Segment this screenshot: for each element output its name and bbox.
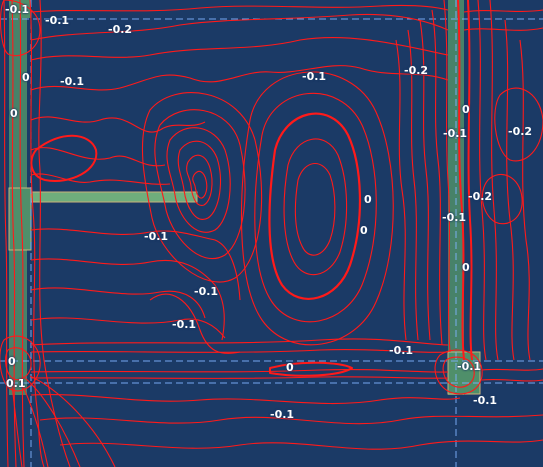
contour-loop [0, 0, 41, 57]
contour-line [3, 0, 9, 467]
contour-line [30, 317, 226, 339]
contour-loop [481, 174, 523, 225]
contour-line [38, 0, 71, 467]
contour-loop [254, 92, 377, 323]
contour-loop [442, 356, 475, 388]
contour-line [30, 228, 241, 301]
contour-label: 0 [286, 361, 294, 374]
contour-line [30, 338, 449, 346]
contour-label: -0.1 [443, 127, 468, 140]
contour-label: -0.1 [442, 211, 467, 224]
contour-line [481, 378, 543, 382]
contour-line [30, 368, 449, 373]
contour-line [519, 39, 531, 361]
contour-line [29, 375, 116, 467]
contour-label: 0 [8, 355, 16, 368]
contour-line [29, 0, 45, 467]
contour-label: 0 [462, 261, 470, 274]
left-support-block [8, 187, 32, 251]
contour-line [467, 0, 473, 361]
contour-line [419, 19, 431, 341]
cantilever-beam-member [26, 191, 198, 203]
contour-loop [241, 71, 394, 346]
contour-line [11, 384, 23, 467]
contour-loop [268, 112, 361, 300]
contour-label: -0.1 [144, 230, 169, 243]
contour-label: -0.1 [457, 360, 482, 373]
contour-line [407, 29, 419, 341]
contour-line [30, 287, 206, 319]
contour-label: 0 [364, 193, 372, 206]
contour-line [30, 147, 166, 167]
contour-line [431, 9, 443, 346]
contour-loop [494, 87, 543, 162]
contour-loop [30, 134, 98, 182]
contour-line [59, 439, 543, 450]
contour-loop [0, 335, 41, 392]
contour-loop [269, 361, 353, 377]
contour-line [19, 379, 49, 467]
contour-line [39, 414, 543, 425]
contour-line [481, 368, 543, 371]
contour-line [504, 19, 515, 361]
contour-loop [294, 163, 336, 256]
contour-loop [166, 127, 231, 233]
contour-line [443, 0, 451, 353]
contour-label: 0 [462, 103, 470, 116]
contour-label: -0.2 [404, 64, 429, 77]
contour-label: -0.1 [194, 285, 219, 298]
contour-line [463, 27, 543, 31]
contour-line [30, 116, 206, 133]
contour-label: -0.1 [172, 318, 197, 331]
contour-loop [192, 170, 208, 199]
contour-loop [283, 138, 348, 276]
contour-label: 0 [360, 224, 368, 237]
contour-line [30, 349, 449, 353]
contour-line [30, 173, 171, 185]
contour-label: -0.2 [468, 190, 493, 203]
contour-line [11, 0, 17, 467]
contour-line [30, 376, 449, 379]
contour-label: -0.1 [45, 14, 70, 27]
contour-loop [434, 349, 483, 395]
contour-label: -0.2 [508, 125, 533, 138]
contour-label: -0.1 [302, 70, 327, 83]
contour-line [30, 258, 225, 341]
contour-line [149, 293, 241, 354]
contour-label: 0 [10, 107, 18, 120]
contour-label: -0.1 [270, 408, 295, 421]
contour-line [30, 36, 449, 61]
contour-label: 0.1 [6, 377, 26, 390]
contour-loop [141, 92, 263, 283]
contour-line [477, 0, 487, 361]
contour-label: -0.1 [473, 394, 498, 407]
contour-line [30, 4, 449, 13]
contour-loop [186, 154, 213, 206]
contour-line [30, 394, 461, 405]
contour-label: -0.2 [108, 23, 133, 36]
contour-line [457, 0, 465, 361]
contour-line [489, 0, 499, 361]
contour-label: 0 [22, 71, 30, 84]
contour-line [30, 13, 449, 41]
contour-label: -0.1 [5, 3, 30, 16]
contour-line [395, 39, 407, 341]
contour-loop [5, 347, 32, 381]
contour-loop [177, 140, 221, 220]
contour-line [463, 9, 543, 13]
contour-label: -0.1 [389, 344, 414, 357]
contour-label: -0.1 [60, 75, 85, 88]
contour-line [30, 65, 449, 91]
contour-loop [154, 109, 246, 260]
